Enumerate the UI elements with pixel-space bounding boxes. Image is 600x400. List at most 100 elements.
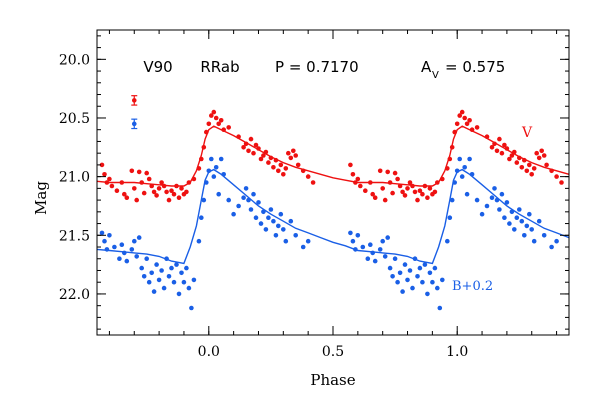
data-point-V (402, 193, 408, 198)
data-point-V (420, 191, 425, 197)
data-point-V (159, 180, 164, 185)
data-point-V (191, 176, 197, 182)
data-point-V (146, 176, 152, 182)
data-point-B (405, 277, 410, 283)
data-point-V (156, 186, 162, 191)
data-point-B (497, 207, 502, 212)
data-point-V (454, 121, 460, 127)
data-point-V (256, 146, 261, 151)
data-point-V (447, 156, 453, 162)
x-tick-label: 1.0 (446, 344, 468, 360)
data-point-B (445, 238, 450, 244)
data-point-B (348, 230, 353, 236)
data-point-V (514, 160, 520, 165)
data-point-B (176, 291, 182, 297)
data-point-V (529, 172, 534, 177)
data-point-B (522, 233, 527, 238)
data-point-V (534, 150, 539, 156)
data-point-B (278, 211, 284, 217)
variable-type-label: RRab (200, 58, 239, 76)
fit-curve-V (96, 125, 570, 187)
data-point-B (437, 305, 443, 311)
data-point-B (382, 254, 388, 259)
data-point-B (253, 215, 259, 220)
data-point-B (440, 277, 445, 283)
data-point-V (407, 180, 413, 185)
data-point-V (278, 162, 284, 168)
data-point-B (129, 247, 135, 252)
data-point-B (459, 174, 465, 179)
data-point-B (99, 230, 105, 236)
data-point-B (174, 262, 179, 267)
data-point-B (385, 235, 391, 240)
data-point-V (412, 189, 418, 195)
data-point-B (199, 215, 204, 220)
data-point-V (151, 189, 157, 195)
data-point-B (273, 233, 279, 238)
data-point-B (171, 279, 177, 285)
data-point-V (507, 156, 512, 162)
data-point-B (209, 156, 214, 162)
data-point-V (380, 186, 386, 191)
data-point-B (507, 221, 512, 226)
data-point-V (213, 115, 219, 121)
data-point-V (541, 153, 547, 158)
data-point-B (452, 180, 458, 185)
data-point-V (293, 153, 299, 158)
data-point-V (184, 189, 189, 195)
data-point-V (216, 121, 221, 127)
data-point-V (266, 160, 271, 165)
data-point-B (184, 265, 189, 271)
data-point-V (104, 180, 110, 185)
data-point-V (139, 180, 144, 185)
data-point-B (283, 238, 289, 244)
data-point-V (410, 183, 415, 189)
data-point-V (549, 168, 554, 174)
data-point-B (377, 247, 383, 252)
data-point-V (179, 186, 184, 191)
data-point-B (258, 221, 264, 226)
data-point-V (261, 153, 266, 158)
data-point-B (372, 258, 378, 264)
data-point-V (358, 183, 363, 189)
y-tick-label: 21.0 (59, 170, 90, 186)
data-point-B (549, 244, 554, 250)
y-axis-title: Mag (32, 181, 50, 215)
data-point-B (527, 211, 532, 217)
amplitude-label: A V = 0.575 (421, 58, 505, 81)
data-point-B (462, 165, 468, 170)
data-point-V (305, 174, 311, 179)
data-point-B (430, 279, 435, 285)
data-point-B (201, 197, 207, 203)
data-point-V (288, 155, 294, 161)
data-point-V (405, 186, 410, 191)
data-point-B (189, 305, 194, 311)
data-point-B (410, 285, 415, 291)
data-point-V (524, 168, 530, 174)
data-point-V (154, 193, 159, 198)
data-point-V (132, 186, 137, 191)
data-point-V (512, 149, 517, 155)
data-point-V (522, 157, 527, 163)
data-point-B (514, 215, 520, 220)
data-point-B (415, 274, 420, 279)
data-point-B (139, 265, 144, 271)
data-point-V (248, 136, 254, 142)
data-point-B (179, 270, 184, 276)
data-point-V (221, 127, 226, 132)
data-point-B (519, 218, 525, 224)
data-point-V (246, 148, 251, 154)
data-point-B (281, 227, 286, 232)
data-point-V (489, 145, 495, 150)
data-point-V (99, 162, 105, 168)
data-point-V (243, 141, 249, 147)
data-point-V (363, 188, 368, 193)
data-point-V (263, 149, 269, 155)
data-point-B (216, 191, 221, 197)
data-point-B (231, 211, 236, 217)
data-point-B (435, 285, 440, 291)
plot-content (96, 95, 570, 311)
data-point-V (469, 127, 475, 132)
data-point-V (276, 168, 281, 174)
